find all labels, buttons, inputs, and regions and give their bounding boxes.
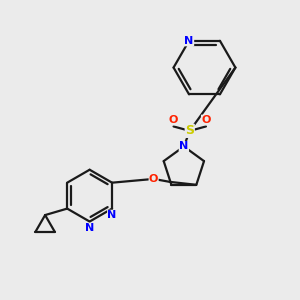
Text: O: O (201, 115, 211, 125)
Text: N: N (85, 223, 94, 233)
Text: O: O (149, 174, 158, 184)
Text: O: O (169, 115, 178, 125)
Text: N: N (184, 36, 194, 46)
Text: S: S (185, 124, 194, 137)
Text: N: N (107, 210, 117, 220)
Text: N: N (179, 142, 188, 152)
